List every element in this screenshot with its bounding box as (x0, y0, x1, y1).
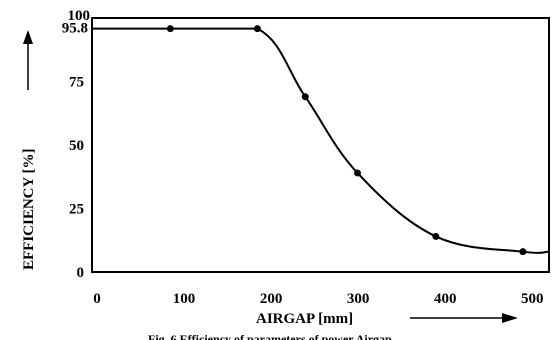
y-tick-label: 100 (68, 8, 91, 24)
data-point (301, 93, 309, 101)
plot-border (91, 17, 550, 273)
data-point (166, 25, 174, 33)
y-tick-label: 0 (77, 265, 85, 281)
efficiency-line (92, 27, 550, 254)
y-axis-label: EFFICIENCY [%] (21, 148, 37, 270)
data-point (253, 25, 261, 33)
data-point (519, 248, 527, 256)
data-point (353, 169, 361, 177)
x-axis-label: AIRGAP [mm] (256, 311, 353, 327)
efficiency-series (92, 25, 550, 256)
x-tick-labels: 0 100 200 300 400 500 (93, 291, 543, 307)
y-tick-label: 75 (69, 75, 84, 91)
figure-caption: Fig. 6 Efficiency of parameters of power… (148, 332, 392, 340)
y-tick-label: 95.8 (62, 21, 88, 37)
data-point (432, 232, 440, 240)
y-tick-label: 50 (69, 138, 84, 154)
y-axis-arrow (23, 30, 33, 90)
plot-frame (91, 17, 550, 273)
x-axis-arrow (410, 313, 518, 323)
y-tick-label: 25 (69, 202, 84, 218)
x-tick-label: 200 (260, 291, 283, 307)
x-tick-label: 0 (93, 291, 101, 307)
x-tick-label: 400 (434, 291, 457, 307)
x-tick-label: 300 (347, 291, 370, 307)
x-tick-label: 100 (173, 291, 196, 307)
x-tick-label: 500 (521, 291, 544, 307)
